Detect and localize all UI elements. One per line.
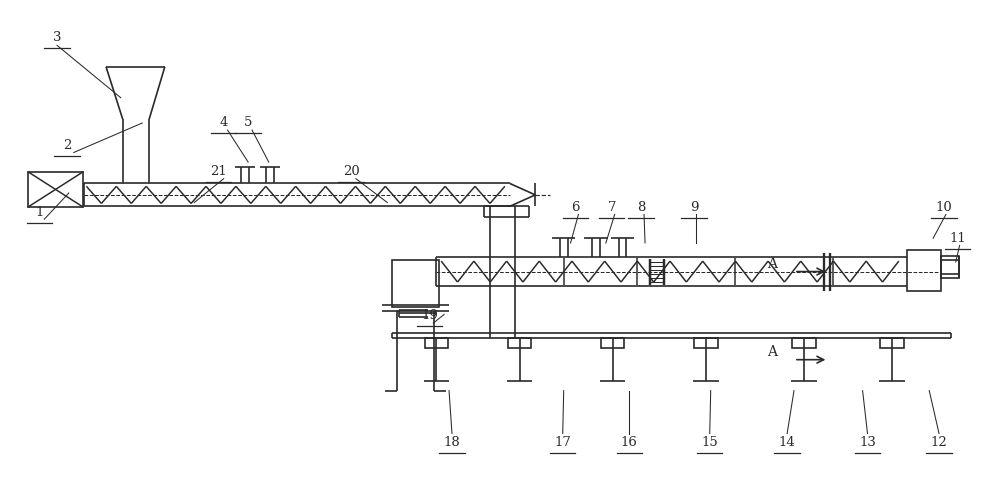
Text: 7: 7 [607, 201, 616, 214]
Text: 9: 9 [690, 201, 698, 214]
Text: 1: 1 [35, 206, 44, 219]
Text: 18: 18 [444, 435, 460, 449]
Bar [880, 338, 904, 348]
Text: 13: 13 [859, 435, 876, 449]
Text: 20: 20 [343, 165, 359, 178]
Text: 12: 12 [931, 435, 947, 449]
Text: 4: 4 [219, 117, 228, 129]
Bar [508, 338, 531, 348]
Bar [601, 338, 624, 348]
Text: 17: 17 [554, 435, 571, 449]
Text: 3: 3 [53, 31, 61, 44]
Text: 2: 2 [63, 139, 71, 152]
Text: A: A [767, 257, 777, 271]
Text: 21: 21 [210, 165, 227, 178]
Text: 8: 8 [637, 201, 645, 214]
Text: 5: 5 [244, 117, 252, 129]
Text: 16: 16 [621, 435, 638, 449]
Text: 14: 14 [779, 435, 796, 449]
Bar [392, 260, 439, 307]
Text: 6: 6 [571, 201, 580, 214]
Bar [792, 338, 816, 348]
Bar [28, 172, 83, 207]
Text: 19: 19 [421, 310, 438, 322]
Text: 11: 11 [949, 232, 966, 245]
Text: 10: 10 [936, 201, 952, 214]
Bar [694, 338, 718, 348]
Text: A: A [767, 345, 777, 359]
Bar [907, 250, 941, 291]
Bar [941, 256, 959, 278]
Text: 15: 15 [701, 435, 718, 449]
Bar [425, 338, 448, 348]
